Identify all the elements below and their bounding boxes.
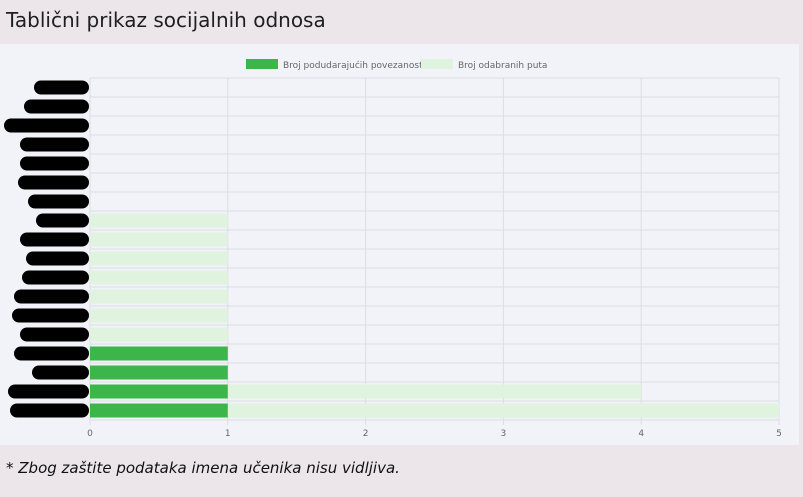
page-title: Tablični prikaz socijalnih odnosa xyxy=(6,8,326,32)
redacted-labels xyxy=(4,80,89,418)
redacted-label xyxy=(14,289,89,304)
redacted-label xyxy=(34,80,89,95)
redacted-label xyxy=(22,270,89,285)
bar-chosen[interactable] xyxy=(90,289,228,304)
redacted-label xyxy=(28,194,89,209)
legend-swatch-chosen[interactable] xyxy=(421,59,453,69)
x-tick-label: 4 xyxy=(638,429,644,439)
legend: Broj podudarajućih povezanosti Broj odab… xyxy=(246,59,547,71)
x-tick-label: 3 xyxy=(501,429,507,439)
redacted-label xyxy=(12,308,89,323)
redacted-label xyxy=(18,175,89,190)
redacted-label xyxy=(26,251,89,266)
redacted-label xyxy=(20,137,89,152)
x-tick-labels: 0 1 2 3 4 5 xyxy=(87,429,782,439)
bar-matched[interactable] xyxy=(90,346,228,361)
redacted-label xyxy=(24,99,89,114)
legend-label-chosen[interactable]: Broj odabranih puta xyxy=(458,61,547,71)
legend-label-matched[interactable]: Broj podudarajućih povezanosti xyxy=(283,60,425,71)
bar-chosen[interactable] xyxy=(90,213,228,228)
redacted-label xyxy=(36,213,89,228)
bars xyxy=(90,213,779,418)
redacted-label xyxy=(4,118,89,133)
footnote: * Zbog zaštite podataka imena učenika ni… xyxy=(6,459,400,477)
bar-chart: 0 1 2 3 4 5 Broj podudarajućih povezanosti Br… xyxy=(4,59,782,439)
bar-matched[interactable] xyxy=(90,365,228,380)
redacted-label xyxy=(20,327,89,342)
bar-chosen[interactable] xyxy=(90,232,228,247)
x-tick-label: 5 xyxy=(776,429,782,439)
x-tick-label: 1 xyxy=(225,429,231,439)
legend-swatch-matched[interactable] xyxy=(246,59,278,69)
x-tick-label: 0 xyxy=(87,429,93,439)
bar-chosen[interactable] xyxy=(90,308,228,323)
bar-chosen[interactable] xyxy=(90,403,779,418)
bar-matched[interactable] xyxy=(90,403,228,418)
redacted-label xyxy=(32,365,89,380)
chart-panel: 0 1 2 3 4 5 Broj podudarajućih povezanosti Br… xyxy=(0,44,799,445)
redacted-label xyxy=(20,156,89,171)
x-tick-label: 2 xyxy=(363,429,369,439)
redacted-label xyxy=(20,232,89,247)
grid-lines xyxy=(89,77,780,425)
bar-chosen[interactable] xyxy=(90,327,228,342)
redacted-label xyxy=(8,384,89,399)
bar-chosen[interactable] xyxy=(90,251,228,266)
redacted-label xyxy=(10,403,89,418)
bar-chosen[interactable] xyxy=(90,270,228,285)
redacted-label xyxy=(14,346,89,361)
bar-matched[interactable] xyxy=(90,384,228,399)
